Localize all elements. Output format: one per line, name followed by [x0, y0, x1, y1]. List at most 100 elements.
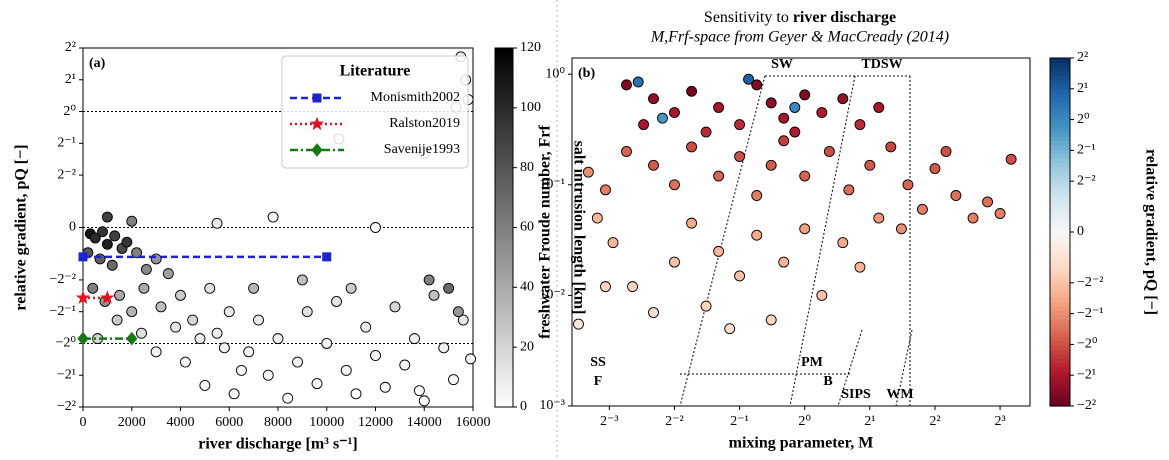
colorbar-cell	[1050, 149, 1070, 155]
colorbar-tick-label: −2⁰	[1077, 337, 1098, 352]
scatter-point	[413, 385, 425, 397]
scatter-point	[418, 395, 430, 407]
colorbar-cell	[495, 240, 513, 247]
y-tick-label: −2⁻¹	[50, 304, 76, 319]
scatter-point	[223, 306, 235, 318]
colorbar-cell	[1050, 118, 1070, 124]
colorbar-cell	[1050, 397, 1070, 403]
colorbar-cell	[1050, 66, 1070, 72]
colorbar-cell	[495, 79, 513, 85]
colorbar-cell	[1050, 310, 1070, 316]
colorbar-cell	[1050, 140, 1070, 146]
scatter-point	[228, 388, 240, 400]
scatter-point	[389, 301, 401, 313]
x-tick-label: 2⁰	[798, 414, 811, 429]
legend-marker	[311, 143, 323, 157]
colorbar-cell	[1050, 197, 1070, 203]
scatter-point	[399, 359, 411, 371]
colorbar-cell	[495, 380, 513, 386]
x-tick-label: 0	[80, 415, 87, 430]
colorbar-cell	[1050, 336, 1070, 342]
scatter-point	[621, 79, 632, 91]
colorbar-cell	[1050, 75, 1070, 81]
scatter-point	[743, 73, 754, 85]
colorbar-cell	[495, 393, 513, 399]
colorbar-cell	[495, 97, 513, 103]
colorbar-cell	[495, 83, 513, 89]
colorbar-cell	[1050, 288, 1070, 294]
annotation: B	[823, 374, 832, 389]
colorbar-cell	[1050, 105, 1070, 111]
plot-frame	[571, 57, 1031, 407]
colorbar-tick-label: 60	[520, 220, 534, 235]
y-tick-label: 10⁰	[545, 66, 565, 81]
scatter-point	[778, 135, 790, 147]
colorbar-cell	[495, 164, 513, 170]
scatter-point	[799, 170, 811, 182]
y-tick-label: −2²	[57, 399, 76, 414]
scatter-point	[724, 323, 736, 335]
scatter-point	[778, 256, 790, 268]
colorbar-tick-label: 2⁰	[1077, 112, 1090, 127]
scatter-point	[235, 364, 247, 376]
colorbar-cell	[495, 196, 513, 202]
scatter-point	[873, 212, 885, 224]
colorbar-cell	[1050, 345, 1070, 351]
scatter-point	[331, 296, 342, 307]
scatter-point	[648, 159, 659, 171]
x-tick-label: 2¹	[864, 414, 875, 429]
colorbar-cell	[495, 205, 513, 211]
x-axis-label: river discharge [m³ s⁻¹]	[198, 436, 357, 453]
colorbar-cell	[495, 124, 513, 130]
scatter-point	[873, 102, 885, 113]
colorbar-tick-label: −2⁻¹	[1077, 306, 1103, 321]
y-tick-label: 10⁻³	[539, 398, 565, 413]
scatter-point	[457, 314, 469, 326]
scatter-point	[765, 159, 777, 171]
colorbar-tick-label: 120	[520, 40, 541, 55]
scatter-point	[789, 126, 801, 138]
scatter-point	[162, 268, 174, 280]
colorbar-cell	[495, 110, 513, 116]
scatter-point	[789, 102, 801, 113]
x-tick-label: 14000	[407, 415, 442, 430]
scatter-point	[345, 282, 357, 294]
colorbar-cell	[495, 294, 513, 300]
regime-lines	[679, 75, 913, 407]
colorbar-cell	[1050, 301, 1070, 307]
y-tick-label: 2²	[65, 40, 76, 55]
colorbar-cell	[1050, 240, 1070, 246]
colorbar-cell	[1050, 101, 1070, 107]
colorbar-cell	[1050, 379, 1070, 385]
x-tick-label: 12000	[358, 415, 393, 430]
scatter-point	[175, 289, 186, 301]
colorbar-cell	[1050, 305, 1070, 311]
scatter-point	[94, 253, 106, 265]
regime-line	[837, 329, 863, 407]
colorbar-cell	[1050, 314, 1070, 320]
colorbar-cell	[495, 119, 513, 125]
colorbar-cell	[495, 276, 513, 282]
colorbar-cell	[495, 330, 513, 336]
colorbar-cell	[495, 366, 513, 372]
colorbar-cell	[495, 61, 513, 67]
colorbar-cell	[1050, 205, 1070, 211]
scatter-point	[669, 179, 680, 191]
colorbar-cell	[1050, 79, 1070, 85]
colorbar-tick-label: −2²	[1077, 398, 1096, 413]
scatter-point	[657, 112, 668, 124]
colorbar-cell	[495, 151, 513, 157]
scatter-point	[713, 170, 725, 182]
colorbar-tick-label: −2⁻²	[1077, 275, 1103, 290]
colorbar-cell	[1050, 184, 1070, 190]
scatter-point	[573, 318, 584, 330]
colorbar-tick-label: 0	[1077, 224, 1084, 239]
y-axis-label: relative gradient, pQ [−]	[13, 144, 30, 310]
scatter-point	[864, 159, 876, 171]
scatter-point	[448, 374, 459, 386]
marker	[322, 252, 332, 262]
colorbar-cell	[495, 92, 513, 98]
scatter-point	[837, 237, 849, 249]
colorbar-cell	[1050, 179, 1070, 185]
